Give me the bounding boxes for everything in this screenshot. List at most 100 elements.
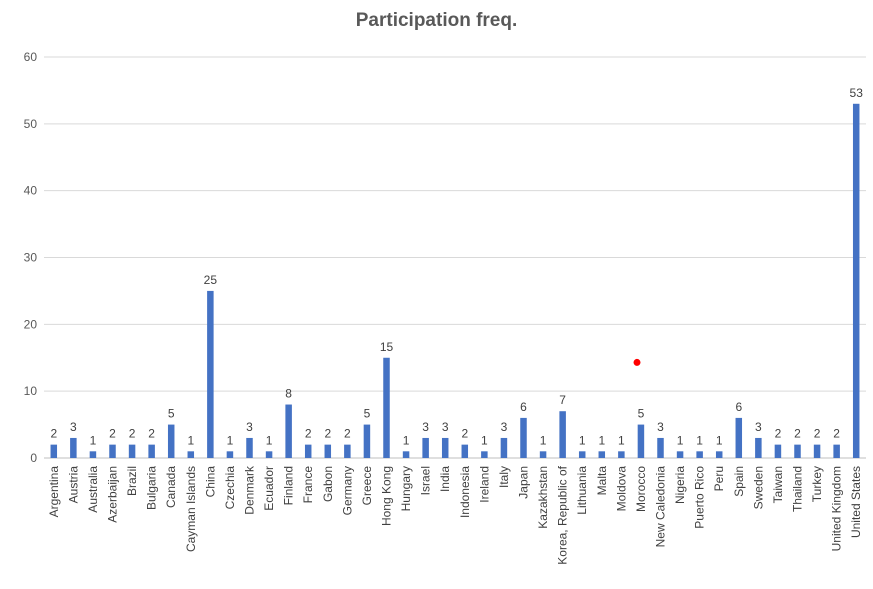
x-tick-label: Moldova <box>614 466 628 512</box>
data-label: 5 <box>638 407 645 421</box>
x-tick-label: Malta <box>595 466 609 496</box>
bar <box>167 424 175 458</box>
x-tick-label: Canada <box>164 466 178 508</box>
bar <box>657 437 664 458</box>
bar <box>187 451 195 458</box>
x-tick-label: Kazakhstan <box>536 466 550 529</box>
bar <box>226 451 234 458</box>
x-tick-label: Peru <box>712 466 726 491</box>
bar <box>70 437 77 458</box>
y-tick-label: 60 <box>24 50 38 64</box>
x-tick-label: Hungary <box>399 466 413 511</box>
x-tick-label: Sweden <box>751 466 765 509</box>
x-tick-label: Argentina <box>47 466 61 518</box>
x-tick-label: Australia <box>86 466 100 513</box>
bar <box>344 444 351 458</box>
bar <box>539 451 547 458</box>
x-tick-label: Finland <box>282 466 296 505</box>
bar <box>422 437 429 458</box>
data-label: 8 <box>285 387 292 401</box>
bar <box>833 444 840 458</box>
data-label: 1 <box>579 433 586 447</box>
x-tick-label: Italy <box>497 466 511 488</box>
data-label: 1 <box>618 433 625 447</box>
data-label: 6 <box>735 400 742 414</box>
bar <box>109 444 116 458</box>
data-label: 1 <box>227 433 234 447</box>
bar <box>402 451 410 458</box>
bar <box>520 417 527 458</box>
y-tick-label: 20 <box>24 317 38 331</box>
data-label: 2 <box>814 427 821 441</box>
data-label: 1 <box>716 433 723 447</box>
bar <box>50 444 58 458</box>
x-tick-label: Morocco <box>634 466 648 512</box>
bar <box>500 437 508 458</box>
data-label: 3 <box>442 420 449 434</box>
bar <box>265 451 273 458</box>
data-label: 2 <box>461 427 468 441</box>
x-tick-label: Thailand <box>791 466 805 512</box>
data-label: 3 <box>70 420 77 434</box>
bar <box>637 424 645 458</box>
x-tick-label: India <box>438 466 452 492</box>
bar <box>755 437 762 458</box>
data-label: 1 <box>598 433 605 447</box>
y-tick-label: 10 <box>24 384 38 398</box>
x-tick-label: Turkey <box>810 466 824 502</box>
x-tick-label: United States <box>849 466 863 538</box>
x-tick-label: Bulgaria <box>145 466 159 510</box>
data-label: 6 <box>520 400 527 414</box>
y-tick-label: 30 <box>24 251 38 265</box>
chart-title: Participation freq. <box>355 10 518 31</box>
data-label: 3 <box>657 420 664 434</box>
bar <box>441 437 449 458</box>
data-label: 2 <box>324 427 331 441</box>
data-label: 1 <box>677 433 684 447</box>
data-label: 25 <box>204 273 218 287</box>
bar <box>461 444 469 458</box>
x-tick-label: Spain <box>732 466 746 497</box>
bar <box>813 444 821 458</box>
x-tick-label: Korea, Republic of <box>556 465 570 564</box>
bar <box>481 451 488 458</box>
data-label: 2 <box>833 427 840 441</box>
data-label: 1 <box>90 433 97 447</box>
y-tick-label: 40 <box>24 184 38 198</box>
data-label: 1 <box>403 433 410 447</box>
bar <box>559 411 566 458</box>
data-label: 2 <box>775 427 782 441</box>
x-tick-label: Cayman Islands <box>184 466 198 552</box>
data-label: 2 <box>344 427 351 441</box>
data-label: 1 <box>187 433 194 447</box>
x-tick-label: Greece <box>360 466 374 506</box>
data-label: 7 <box>559 393 566 407</box>
x-tick-label: Taiwan <box>771 466 785 503</box>
data-label: 1 <box>481 433 488 447</box>
data-label: 5 <box>364 407 371 421</box>
data-label: 2 <box>109 427 116 441</box>
bar <box>363 424 371 458</box>
y-tick-label: 50 <box>24 117 38 131</box>
bar <box>774 444 782 458</box>
x-tick-label: Hong Kong <box>380 466 394 526</box>
x-tick-label: Austria <box>66 466 80 504</box>
bar <box>89 451 97 458</box>
x-tick-label: Czechia <box>223 466 237 510</box>
y-tick-label: 0 <box>30 451 37 465</box>
x-tick-label: Germany <box>340 466 354 515</box>
bar <box>324 444 332 458</box>
bar <box>148 444 155 458</box>
x-tick-label: Lithuania <box>575 466 589 515</box>
bar <box>246 437 253 458</box>
bar <box>383 357 390 458</box>
bar <box>696 451 703 458</box>
x-tick-label: Ireland <box>477 466 491 503</box>
data-label: 2 <box>148 427 155 441</box>
bar <box>852 103 860 459</box>
x-tick-label: Denmark <box>243 465 257 515</box>
bar <box>618 451 625 458</box>
bar <box>207 290 214 458</box>
